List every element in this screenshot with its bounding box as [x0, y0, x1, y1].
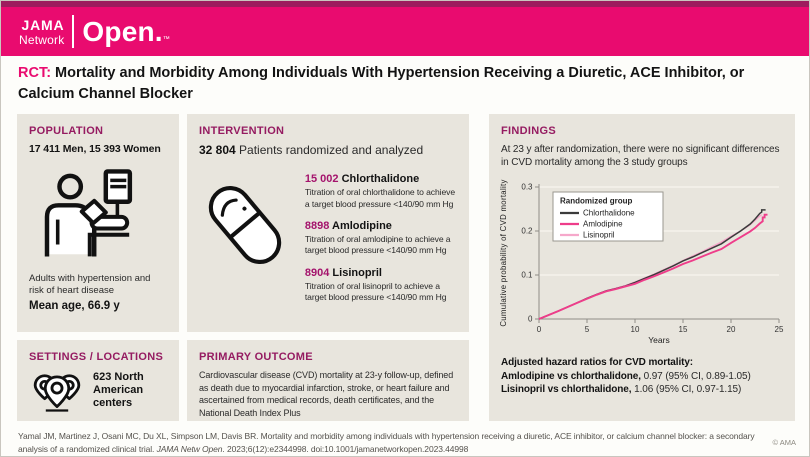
map-pins-icon: [29, 369, 85, 415]
svg-text:0.3: 0.3: [521, 183, 533, 192]
population-panel: POPULATION 17 411 Men, 15 393 Women Adul…: [17, 114, 179, 332]
svg-text:Cumulative probability of CVD: Cumulative probability of CVD mortality: [499, 179, 508, 326]
svg-text:20: 20: [727, 325, 736, 334]
svg-text:25: 25: [775, 325, 784, 334]
hazard-ratio-row: Lisinopril vs chlorthalidone, 1.06 (95% …: [501, 384, 742, 395]
primary-outcome-header: PRIMARY OUTCOME: [199, 351, 313, 363]
intervention-arms: 15 002 Chlorthalidone Titration of oral …: [305, 173, 457, 314]
primary-outcome-text: Cardiovascular disease (CVD) mortality a…: [199, 370, 454, 418]
svg-text:0.1: 0.1: [521, 271, 533, 280]
findings-summary: At 23 y after randomization, there were …: [501, 144, 780, 168]
logo-divider: [72, 15, 75, 48]
population-mean-age: Mean age, 66.9 y: [29, 299, 120, 312]
findings-header: FINDINGS: [501, 125, 556, 137]
journal-name: JAMA Netw Open: [156, 443, 223, 454]
arm-n: 8904: [304, 266, 330, 279]
arm-lisinopril: 8904 Lisinopril Titration of oral lisino…: [305, 267, 457, 304]
svg-text:Years: Years: [648, 335, 669, 345]
logo-network-text: Network: [19, 32, 65, 47]
population-header: POPULATION: [29, 125, 104, 137]
top-accent-stripe: [1, 1, 809, 7]
findings-panel: FINDINGS At 23 y after randomization, th…: [489, 114, 795, 421]
intervention-count: 32 804: [199, 143, 236, 157]
title-text: Mortality and Morbidity Among Individual…: [18, 65, 745, 103]
svg-text:Chlorthalidone: Chlorthalidone: [583, 209, 635, 218]
hazard-ratios-block: Adjusted hazard ratios for CVD mortality…: [501, 356, 783, 397]
hazard-ratios-title: Adjusted hazard ratios for CVD mortality…: [501, 357, 694, 368]
trademark-symbol: ™: [162, 35, 170, 43]
population-count: 17 411 Men, 15 393 Women: [29, 143, 161, 155]
settings-header: SETTINGS / LOCATIONS: [29, 351, 164, 363]
arm-n: 15 002: [304, 173, 339, 185]
svg-text:Lisinopril: Lisinopril: [583, 231, 615, 240]
arm-name: Chlorthalidone: [338, 173, 420, 185]
logo-network-stack: JAMA Network: [19, 18, 64, 46]
svg-text:0: 0: [528, 315, 533, 324]
settings-text: 623 North American centers: [93, 371, 144, 410]
svg-text:5: 5: [585, 325, 590, 334]
study-type-tag: RCT:: [18, 65, 52, 81]
svg-text:10: 10: [631, 325, 640, 334]
svg-text:15: 15: [679, 325, 688, 334]
arm-description: Titration of oral lisinopril to achieve …: [304, 280, 447, 303]
arm-chlorthalidone: 15 002 Chlorthalidone Titration of oral …: [305, 173, 457, 210]
svg-text:Randomized group: Randomized group: [560, 197, 633, 206]
intervention-body: 15 002 Chlorthalidone Titration of oral …: [199, 173, 457, 314]
copyright-notice: © AMA: [772, 438, 796, 447]
population-description: Adults with hypertension and risk of hea…: [29, 273, 151, 297]
header-banner: JAMA Network Open.™: [1, 7, 809, 56]
pill-icon: [199, 173, 305, 314]
svg-text:0: 0: [537, 325, 542, 334]
arm-name: Lisinopril: [329, 266, 382, 279]
arm-description: Titration of oral amlodipine to achieve …: [304, 234, 451, 256]
primary-outcome-panel: PRIMARY OUTCOME Cardiovascular disease (…: [187, 340, 469, 421]
jama-network-open-logo: JAMA Network Open.™: [19, 15, 170, 48]
arm-amlodipine: 8898 Amlodipine Titration of oral amlodi…: [305, 220, 457, 257]
logo-jama-text: JAMA: [21, 16, 65, 33]
hazard-ratio-row: Amlodipine vs chlorthalidone, 0.97 (95% …: [501, 370, 751, 382]
arm-n: 8898: [304, 219, 330, 232]
page-title: RCT: Mortality and Morbidity Among Indiv…: [18, 63, 798, 105]
svg-text:Amlodipine: Amlodipine: [583, 220, 623, 229]
cvd-mortality-chart: 0 0.1 0.2 0.3 0 5 10 15 20 25 Years Cumulative prob…: [497, 177, 784, 352]
arm-description: Titration of oral chlorthalidone to achi…: [304, 187, 456, 209]
logo-open-text: Open.™: [82, 15, 170, 47]
arm-name: Amlodipine: [329, 219, 392, 232]
settings-panel: SETTINGS / LOCATIONS 623 North American …: [17, 340, 179, 421]
intervention-count-suffix: Patients randomized and analyzed: [235, 143, 424, 157]
patient-blood-pressure-icon: [37, 167, 167, 265]
svg-text:0.2: 0.2: [521, 227, 533, 236]
citation: Yamal JM, Martinez J, Osani MC, Du XL, S…: [18, 431, 755, 454]
intervention-count-line: 32 804 Patients randomized and analyzed: [199, 143, 457, 157]
intervention-panel: INTERVENTION 32 804 Patients randomized …: [187, 114, 469, 332]
intervention-header: INTERVENTION: [199, 125, 285, 137]
